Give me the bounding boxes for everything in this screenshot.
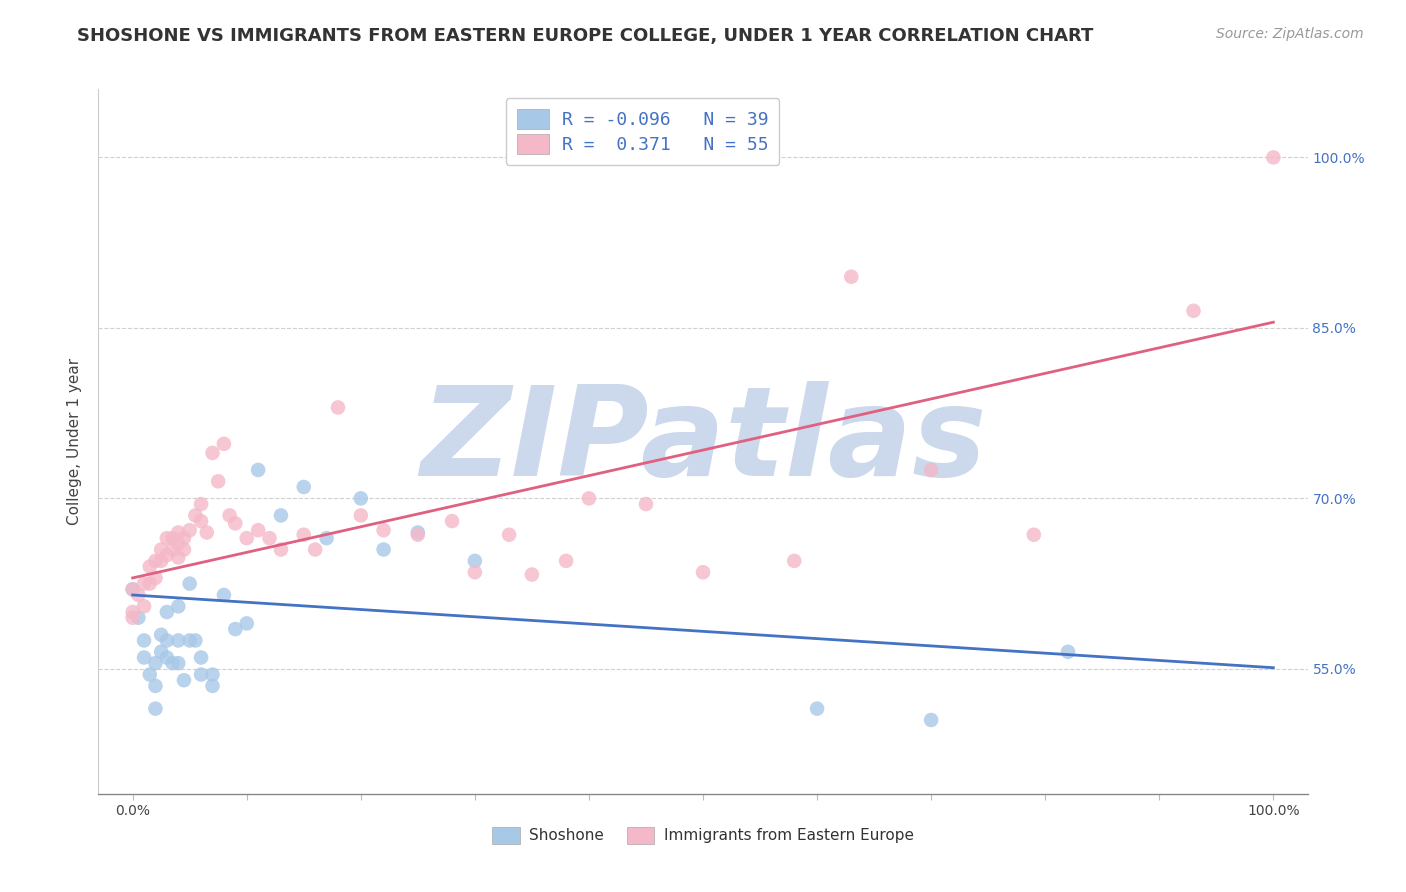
Text: SHOSHONE VS IMMIGRANTS FROM EASTERN EUROPE COLLEGE, UNDER 1 YEAR CORRELATION CHA: SHOSHONE VS IMMIGRANTS FROM EASTERN EURO… bbox=[77, 27, 1094, 45]
Point bbox=[173, 542, 195, 557]
Point bbox=[121, 582, 143, 597]
Point bbox=[179, 633, 201, 648]
Point bbox=[201, 667, 224, 681]
Point bbox=[132, 650, 155, 665]
Point bbox=[464, 566, 486, 580]
Point bbox=[201, 446, 224, 460]
Point bbox=[247, 523, 270, 537]
Point bbox=[162, 542, 184, 557]
Point bbox=[190, 497, 212, 511]
Point bbox=[441, 514, 464, 528]
Point bbox=[127, 611, 149, 625]
Point bbox=[173, 531, 195, 545]
Point bbox=[121, 582, 143, 597]
Point bbox=[350, 508, 373, 523]
Point bbox=[132, 576, 155, 591]
Point bbox=[167, 633, 190, 648]
Point bbox=[292, 527, 315, 541]
Point bbox=[167, 656, 190, 670]
Point bbox=[145, 571, 167, 585]
Point bbox=[195, 525, 218, 540]
Point bbox=[162, 656, 184, 670]
Point bbox=[920, 463, 942, 477]
Point bbox=[179, 576, 201, 591]
Point bbox=[184, 633, 207, 648]
Y-axis label: College, Under 1 year: College, Under 1 year bbox=[67, 358, 83, 525]
Point bbox=[1263, 150, 1285, 164]
Point bbox=[167, 537, 190, 551]
Point bbox=[1022, 527, 1045, 541]
Point bbox=[839, 269, 862, 284]
Point bbox=[406, 527, 429, 541]
Point bbox=[373, 542, 395, 557]
Point bbox=[184, 508, 207, 523]
Point bbox=[270, 508, 292, 523]
Point bbox=[156, 650, 179, 665]
Point bbox=[150, 645, 173, 659]
Point bbox=[167, 599, 190, 614]
Point bbox=[156, 548, 179, 562]
Point bbox=[498, 527, 520, 541]
Point bbox=[121, 611, 143, 625]
Point bbox=[1182, 303, 1205, 318]
Point bbox=[207, 475, 229, 489]
Point bbox=[145, 554, 167, 568]
Point bbox=[350, 491, 373, 506]
Point bbox=[156, 531, 179, 545]
Point bbox=[145, 656, 167, 670]
Point bbox=[920, 713, 942, 727]
Point bbox=[247, 463, 270, 477]
Point bbox=[150, 542, 173, 557]
Point bbox=[406, 525, 429, 540]
Point bbox=[145, 701, 167, 715]
Point bbox=[139, 576, 162, 591]
Point bbox=[464, 554, 486, 568]
Point bbox=[145, 679, 167, 693]
Point bbox=[634, 497, 657, 511]
Point bbox=[555, 554, 578, 568]
Point bbox=[292, 480, 315, 494]
Point bbox=[212, 437, 235, 451]
Point bbox=[150, 628, 173, 642]
Point bbox=[1057, 645, 1080, 659]
Point bbox=[132, 599, 155, 614]
Point bbox=[162, 531, 184, 545]
Point bbox=[132, 633, 155, 648]
Point bbox=[190, 650, 212, 665]
Point bbox=[326, 401, 349, 415]
Point bbox=[190, 667, 212, 681]
Point bbox=[190, 514, 212, 528]
Point bbox=[218, 508, 240, 523]
Point bbox=[806, 701, 828, 715]
Point bbox=[692, 566, 714, 580]
Point bbox=[235, 616, 257, 631]
Point bbox=[520, 567, 543, 582]
Point bbox=[783, 554, 806, 568]
Point bbox=[212, 588, 235, 602]
Point bbox=[235, 531, 257, 545]
Point bbox=[156, 633, 179, 648]
Point bbox=[139, 559, 162, 574]
Point bbox=[179, 523, 201, 537]
Legend: Shoshone, Immigrants from Eastern Europe: Shoshone, Immigrants from Eastern Europe bbox=[486, 821, 920, 850]
Point bbox=[304, 542, 326, 557]
Point bbox=[139, 667, 162, 681]
Point bbox=[201, 679, 224, 693]
Point bbox=[259, 531, 281, 545]
Point bbox=[578, 491, 600, 506]
Text: ZIPatlas: ZIPatlas bbox=[420, 381, 986, 502]
Point bbox=[167, 550, 190, 565]
Point bbox=[156, 605, 179, 619]
Point bbox=[224, 516, 246, 531]
Point bbox=[121, 605, 143, 619]
Point bbox=[150, 554, 173, 568]
Point bbox=[173, 673, 195, 688]
Point bbox=[315, 531, 337, 545]
Point bbox=[224, 622, 246, 636]
Point bbox=[167, 525, 190, 540]
Text: Source: ZipAtlas.com: Source: ZipAtlas.com bbox=[1216, 27, 1364, 41]
Point bbox=[127, 588, 149, 602]
Point bbox=[270, 542, 292, 557]
Point bbox=[373, 523, 395, 537]
